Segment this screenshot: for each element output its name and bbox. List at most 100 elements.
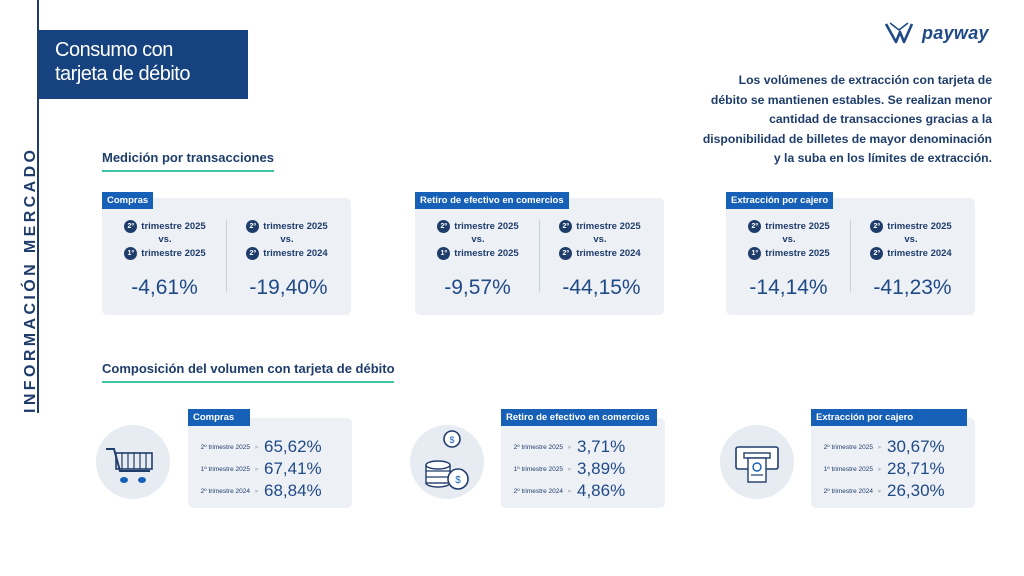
page-title: Consumo con tarjeta de débito [39, 30, 248, 99]
heading-underline [102, 381, 394, 383]
composition-row: 2º trimestre 2024 ▸ 4,86% [501, 480, 665, 502]
period-label: trimestre 2025 [576, 221, 641, 232]
variation-value: -14,14% [749, 276, 828, 299]
composition-row: 2º trimestre 2025 ▸ 3,71% [501, 436, 665, 458]
period-label: 1º trimestre 2025 [823, 465, 873, 473]
period-label: trimestre 2025 [765, 248, 830, 259]
variation-value: -19,40% [249, 276, 328, 299]
period-row: 2º trimestre 2025 [856, 220, 966, 233]
period-label: trimestre 2025 [887, 221, 952, 232]
chevron-right-icon: ▸ [255, 466, 259, 473]
period-label: trimestre 2025 [454, 248, 519, 259]
coins-icon: $ $ [410, 425, 484, 499]
variation-value: -9,57% [444, 276, 511, 299]
comparison-right: 2º trimestre 2025 vs. 2º trimestre 2024 [545, 220, 655, 260]
intro-line: cantidad de transacciones gracias a la [769, 112, 992, 126]
vs-label: vs. [471, 234, 485, 245]
share-value: 30,67% [887, 437, 945, 456]
composition-row: 2º trimestre 2025 ▸ 65,62% [188, 436, 352, 458]
period-label: 2º trimestre 2024 [513, 487, 563, 495]
vs-label: vs. [593, 234, 607, 245]
svg-text:$: $ [455, 475, 461, 486]
period-label: trimestre 2025 [263, 221, 328, 232]
card-divider [539, 220, 540, 292]
intro-line: débito se mantienen estables. Se realiza… [710, 92, 992, 107]
period-label: trimestre 2024 [887, 248, 952, 259]
card-tag: Extracción por cajero [811, 409, 967, 426]
svg-text:$: $ [449, 435, 454, 445]
period-badge: 1º [124, 247, 138, 260]
share-value: 28,71% [887, 459, 945, 478]
side-rule [37, 0, 39, 413]
heading-underline [102, 170, 274, 172]
period-row: 1º trimestre 2025 [110, 247, 220, 260]
period-label: 2º trimestre 2025 [200, 443, 250, 451]
share-value: 67,41% [264, 459, 322, 478]
composition-card: Retiro de efectivo en comercios 2º trime… [501, 409, 665, 508]
card-tag: Retiro de efectivo en comercios [501, 409, 657, 426]
vs-label: vs. [782, 234, 796, 245]
period-badge: 2º [246, 247, 260, 260]
period-label: trimestre 2025 [141, 248, 206, 259]
period-label: 1º trimestre 2025 [200, 465, 250, 473]
comparison-right: 2º trimestre 2025 vs. 2º trimestre 2024 [232, 220, 342, 260]
period-badge: 2º [748, 220, 762, 233]
comparison-left: 2º trimestre 2025 vs. 1º trimestre 2025 [734, 220, 844, 260]
period-row: 2º trimestre 2024 [232, 247, 342, 260]
chevron-right-icon: ▸ [255, 488, 259, 495]
composition-row: 1º trimestre 2025 ▸ 3,89% [501, 458, 665, 480]
variation-value: -41,23% [873, 276, 952, 299]
period-label: trimestre 2025 [141, 221, 206, 232]
period-badge: 2º [559, 247, 573, 260]
composition-row: 1º trimestre 2025 ▸ 67,41% [188, 458, 352, 480]
shopping-cart-icon [96, 425, 170, 499]
transaction-card: Extracción por cajero 2º trimestre 2025 … [726, 192, 975, 315]
chevron-right-icon: ▸ [568, 488, 572, 495]
intro-line: Los volúmenes de extracción con tarjeta … [738, 73, 992, 87]
period-badge: 2º [246, 220, 260, 233]
period-label: 1º trimestre 2025 [513, 465, 563, 473]
composition-row: 2º trimestre 2025 ▸ 30,67% [811, 436, 975, 458]
period-badge: 2º [124, 220, 138, 233]
period-badge: 1º [437, 247, 451, 260]
period-label: trimestre 2024 [263, 248, 328, 259]
period-label: 2º trimestre 2025 [823, 443, 873, 451]
chevron-right-icon: ▸ [568, 444, 572, 451]
composition-heading: Composición del volumen con tarjeta de d… [102, 361, 395, 383]
period-label: trimestre 2025 [765, 221, 830, 232]
period-label: 2º trimestre 2025 [513, 443, 563, 451]
side-label: INFORMACIÓN MERCADO [22, 146, 39, 413]
period-row: 1º trimestre 2025 [423, 247, 533, 260]
period-badge: 2º [870, 247, 884, 260]
period-row: 2º trimestre 2025 [423, 220, 533, 233]
period-badge: 2º [559, 220, 573, 233]
period-row: 2º trimestre 2025 [734, 220, 844, 233]
comparison-left: 2º trimestre 2025 vs. 1º trimestre 2025 [423, 220, 533, 260]
period-label: 2º trimestre 2024 [823, 487, 873, 495]
title-line-2: tarjeta de débito [55, 63, 190, 85]
card-tag: Compras [188, 409, 250, 426]
transactions-heading: Medición por transacciones [102, 150, 274, 172]
transaction-card: Retiro de efectivo en comercios 2º trime… [415, 192, 664, 315]
vs-label: vs. [280, 234, 294, 245]
payway-logo-icon [884, 22, 914, 44]
period-label: 2º trimestre 2024 [200, 487, 250, 495]
transaction-card: Compras 2º trimestre 2025 vs. 1º trimest… [102, 192, 351, 315]
period-row: 1º trimestre 2025 [734, 247, 844, 260]
period-row: 2º trimestre 2024 [545, 247, 655, 260]
intro-line: disponibilidad de billetes de mayor deno… [702, 131, 992, 146]
period-row: 2º trimestre 2025 [232, 220, 342, 233]
period-label: trimestre 2024 [576, 248, 641, 259]
atm-icon [720, 425, 794, 499]
composition-card: Extracción por cajero 2º trimestre 2025 … [811, 409, 975, 508]
intro-text: Los volúmenes de extracción con tarjeta … [662, 71, 992, 169]
share-value: 26,30% [887, 481, 945, 500]
title-line-1: Consumo con [55, 39, 173, 61]
card-divider [850, 220, 851, 292]
share-value: 4,86% [577, 481, 626, 500]
comparison-left: 2º trimestre 2025 vs. 1º trimestre 2025 [110, 220, 220, 260]
card-tag: Extracción por cajero [726, 192, 834, 209]
share-value: 68,84% [264, 481, 322, 500]
intro-line: y la suba en los límites de extracción. [773, 151, 992, 165]
share-value: 3,71% [577, 437, 626, 456]
